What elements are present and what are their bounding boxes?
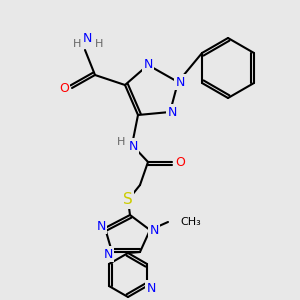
Text: O: O xyxy=(59,82,69,94)
Text: N: N xyxy=(149,224,159,236)
Text: S: S xyxy=(123,193,133,208)
Text: O: O xyxy=(175,155,185,169)
Text: N: N xyxy=(103,248,113,260)
Text: N: N xyxy=(96,220,106,232)
Text: N: N xyxy=(146,281,156,295)
Text: N: N xyxy=(143,58,153,71)
Text: N: N xyxy=(167,106,177,118)
Text: H: H xyxy=(117,137,125,147)
Text: H: H xyxy=(95,39,103,49)
Text: N: N xyxy=(128,140,138,152)
Text: CH₃: CH₃ xyxy=(180,217,201,227)
Text: H: H xyxy=(73,39,81,49)
Text: N: N xyxy=(82,32,92,44)
Text: N: N xyxy=(175,76,185,88)
